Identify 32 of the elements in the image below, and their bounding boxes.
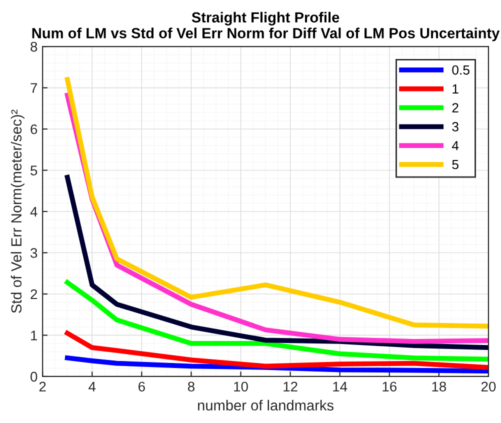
line-series [64, 280, 488, 362]
x-tick-label: 18 [432, 382, 446, 392]
y-tick-label: 6 [30, 124, 38, 134]
x-tick-label: 16 [382, 382, 397, 392]
legend-label: 3 [452, 122, 458, 132]
x-tick-label: 6 [138, 382, 145, 392]
y-tick-label: 7 [30, 83, 38, 93]
legend-label: 4 [452, 141, 459, 150]
legend-label: 0.5 [452, 65, 470, 75]
y-axis-title: Std of Vel Err Norm(meter/sec)² [10, 110, 24, 313]
y-tick-label: 4 [30, 206, 38, 217]
x-tick-label: 4 [88, 382, 96, 392]
x-tick-label: 10 [234, 382, 248, 392]
line-series [64, 355, 488, 374]
x-tick-label: 8 [188, 382, 194, 392]
y-tick-label: 3 [30, 248, 38, 258]
y-tick-label: 0 [30, 372, 38, 382]
y-tick-label: 8 [30, 42, 38, 52]
x-tick-label: 12 [284, 382, 298, 392]
legend-label: 1 [452, 84, 458, 94]
x-tick-label: 2 [39, 382, 46, 392]
line-series [64, 330, 488, 370]
x-tick-label: 20 [481, 382, 496, 392]
line-series [64, 174, 488, 350]
y-tick-label: 2 [30, 289, 38, 300]
x-axis-title: number of landmarks [198, 400, 334, 411]
legend-label: 5 [452, 160, 458, 170]
y-tick-label: 5 [30, 166, 38, 176]
chart-title: Straight Flight Profile Num of LM vs Std of Vel Err Norm for Diff Val of LM Pos Uncertainty [32, 12, 500, 42]
y-tick-label: 1 [31, 330, 38, 340]
x-tick-label: 14 [333, 382, 348, 392]
legend-label: 2 [452, 103, 458, 112]
